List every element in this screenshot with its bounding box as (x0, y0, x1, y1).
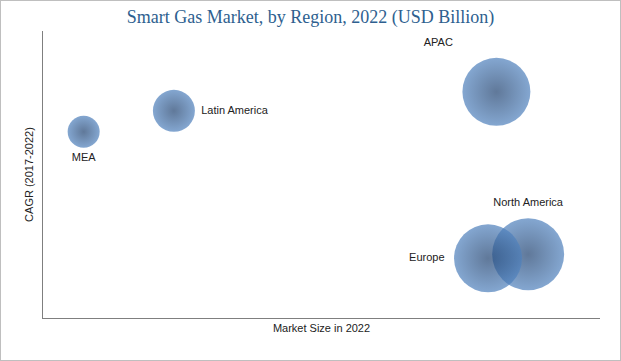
svg-text:Latin America: Latin America (201, 104, 269, 116)
svg-text:MEA: MEA (72, 151, 97, 163)
svg-text:Smart Gas Market, by Region, 2: Smart Gas Market, by Region, 2022 (USD B… (127, 7, 494, 28)
svg-text:Europe: Europe (409, 251, 444, 263)
svg-text:APAC: APAC (424, 36, 453, 48)
svg-text:Market Size in 2022: Market Size in 2022 (273, 322, 370, 334)
svg-text:CAGR (2017-2022): CAGR (2017-2022) (23, 127, 35, 222)
svg-text:North America: North America (493, 196, 564, 208)
